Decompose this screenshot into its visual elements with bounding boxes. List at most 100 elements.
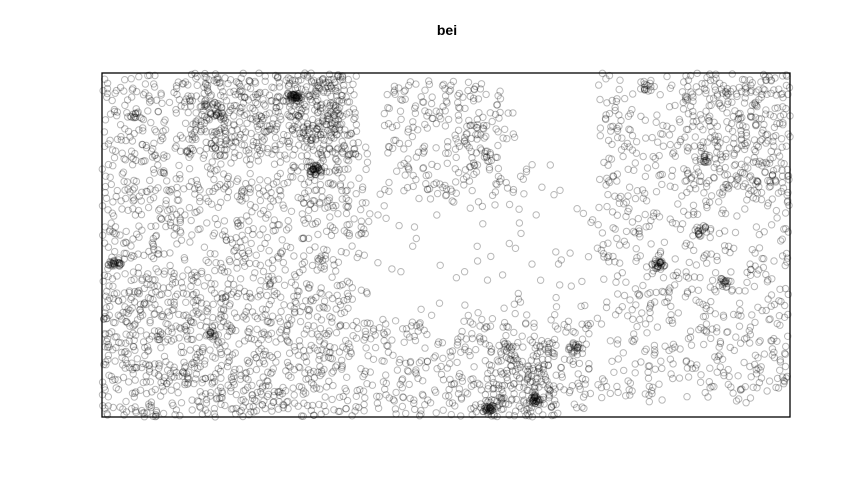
data-point — [566, 356, 574, 364]
data-point — [291, 130, 299, 138]
data-point — [459, 93, 467, 101]
data-point — [688, 364, 697, 373]
data-point — [647, 300, 655, 308]
data-point — [753, 177, 762, 186]
data-point — [320, 136, 328, 144]
data-point — [198, 379, 206, 387]
data-point — [198, 348, 207, 356]
data-point — [646, 301, 655, 310]
data-point — [234, 175, 242, 183]
data-point — [765, 73, 773, 81]
data-point — [504, 109, 512, 117]
data-point — [395, 139, 404, 148]
data-point — [148, 289, 156, 297]
data-point — [307, 77, 316, 85]
data-point — [276, 328, 284, 336]
data-point — [486, 109, 494, 117]
data-point — [325, 75, 333, 84]
data-point — [167, 298, 175, 306]
data-point — [303, 119, 312, 128]
data-point — [210, 104, 219, 112]
data-point — [754, 178, 762, 186]
data-point — [703, 138, 712, 146]
data-point — [600, 158, 608, 167]
data-point — [722, 135, 730, 144]
data-point — [425, 108, 433, 117]
data-point — [147, 147, 156, 155]
data-point — [246, 185, 255, 193]
data-point — [111, 247, 119, 256]
data-point — [317, 316, 326, 324]
data-point — [533, 341, 541, 350]
data-point — [233, 264, 241, 272]
data-point — [706, 70, 714, 78]
data-point — [155, 250, 163, 258]
data-point — [746, 172, 755, 180]
data-point — [297, 412, 306, 420]
data-point — [363, 158, 372, 167]
data-point — [239, 395, 247, 404]
data-point — [205, 187, 214, 196]
data-point — [154, 184, 162, 192]
data-point — [361, 367, 370, 375]
data-point — [203, 308, 212, 316]
data-point — [371, 331, 379, 339]
data-point — [753, 384, 761, 392]
data-point — [203, 317, 211, 326]
data-point — [176, 215, 184, 223]
data-point — [311, 106, 319, 114]
data-point — [147, 222, 155, 231]
data-point — [123, 109, 131, 117]
data-point — [201, 79, 210, 88]
data-point — [247, 114, 255, 123]
data-point — [272, 125, 280, 133]
data-point — [712, 288, 720, 296]
data-point — [311, 204, 319, 213]
data-point — [703, 201, 711, 210]
data-point — [256, 146, 264, 155]
data-point — [196, 321, 205, 330]
data-point — [564, 317, 573, 325]
data-point — [709, 173, 718, 182]
data-point — [205, 116, 214, 124]
data-point — [154, 161, 162, 169]
data-point — [608, 96, 616, 105]
data-point — [200, 243, 209, 251]
data-point — [778, 90, 787, 98]
data-point — [645, 382, 653, 391]
data-point — [208, 323, 217, 332]
data-point — [199, 345, 207, 353]
data-point — [586, 319, 595, 328]
data-point — [713, 356, 721, 364]
data-point — [340, 142, 348, 150]
data-point — [779, 103, 787, 111]
data-point — [701, 388, 709, 397]
data-point — [759, 263, 768, 272]
data-point — [157, 290, 166, 299]
data-point — [373, 399, 382, 407]
data-point — [146, 294, 155, 303]
data-point — [306, 166, 315, 175]
data-point — [477, 403, 485, 412]
data-point — [130, 298, 139, 306]
data-point — [385, 394, 393, 402]
data-point — [545, 340, 554, 348]
data-point — [157, 168, 165, 177]
data-point — [336, 321, 345, 329]
data-point — [288, 92, 296, 101]
data-point — [131, 287, 139, 296]
data-point — [626, 379, 635, 387]
data-point — [624, 207, 632, 216]
data-point — [171, 278, 180, 287]
data-point — [311, 219, 320, 228]
data-point — [264, 377, 272, 385]
data-point — [770, 112, 778, 121]
data-point — [639, 152, 647, 161]
data-point — [320, 304, 328, 312]
data-point — [747, 113, 755, 121]
data-point — [701, 312, 710, 320]
data-point — [388, 123, 397, 132]
data-point — [150, 310, 158, 319]
data-point — [335, 322, 343, 331]
data-point — [207, 388, 215, 397]
